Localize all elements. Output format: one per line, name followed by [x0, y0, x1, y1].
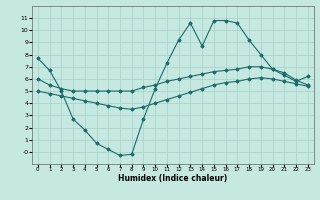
X-axis label: Humidex (Indice chaleur): Humidex (Indice chaleur) — [118, 174, 228, 183]
